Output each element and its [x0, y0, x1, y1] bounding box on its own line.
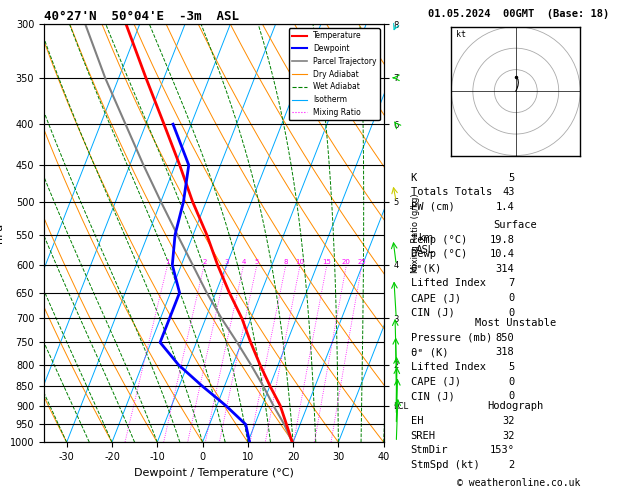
Text: Totals Totals: Totals Totals: [411, 187, 492, 197]
Text: 5: 5: [508, 173, 515, 183]
Text: 2: 2: [508, 460, 515, 470]
Text: 0: 0: [508, 391, 515, 401]
Text: CIN (J): CIN (J): [411, 391, 455, 401]
Legend: Temperature, Dewpoint, Parcel Trajectory, Dry Adiabat, Wet Adiabat, Isotherm, Mi: Temperature, Dewpoint, Parcel Trajectory…: [289, 28, 380, 120]
Text: 0: 0: [508, 308, 515, 318]
Text: 2: 2: [202, 259, 206, 265]
Text: 7: 7: [508, 278, 515, 289]
Text: Hodograph: Hodograph: [487, 401, 543, 412]
Text: Lifted Index: Lifted Index: [411, 362, 486, 372]
Text: CAPE (J): CAPE (J): [411, 293, 460, 303]
Y-axis label: hPa: hPa: [0, 223, 4, 243]
Text: 850: 850: [496, 333, 515, 343]
Text: 32: 32: [502, 416, 515, 426]
Text: Lifted Index: Lifted Index: [411, 278, 486, 289]
Text: 10.4: 10.4: [489, 249, 515, 260]
Text: 20: 20: [342, 259, 351, 265]
Text: 01.05.2024  00GMT  (Base: 18): 01.05.2024 00GMT (Base: 18): [428, 9, 610, 19]
Text: Mixing Ratio (g/kg): Mixing Ratio (g/kg): [411, 193, 420, 273]
Text: 4: 4: [242, 259, 246, 265]
Text: 15: 15: [323, 259, 331, 265]
Text: Pressure (mb): Pressure (mb): [411, 333, 492, 343]
Text: 43: 43: [502, 187, 515, 197]
Text: 25: 25: [357, 259, 366, 265]
Text: StmDir: StmDir: [411, 445, 448, 455]
Text: 1: 1: [165, 259, 170, 265]
Text: 318: 318: [496, 347, 515, 358]
Text: StmSpd (kt): StmSpd (kt): [411, 460, 479, 470]
Text: Temp (°C): Temp (°C): [411, 235, 467, 245]
Text: θᵉ(K): θᵉ(K): [411, 264, 442, 274]
Text: 314: 314: [496, 264, 515, 274]
Text: EH: EH: [411, 416, 423, 426]
X-axis label: Dewpoint / Temperature (°C): Dewpoint / Temperature (°C): [134, 468, 294, 478]
Text: 19.8: 19.8: [489, 235, 515, 245]
Text: 3: 3: [225, 259, 229, 265]
Text: 10: 10: [296, 259, 304, 265]
Text: 5: 5: [255, 259, 259, 265]
Text: CIN (J): CIN (J): [411, 308, 455, 318]
Text: 1.4: 1.4: [496, 202, 515, 212]
Text: 32: 32: [502, 431, 515, 441]
Text: K: K: [411, 173, 417, 183]
Text: SREH: SREH: [411, 431, 436, 441]
Y-axis label: km
ASL: km ASL: [416, 233, 435, 255]
Text: Dewp (°C): Dewp (°C): [411, 249, 467, 260]
Text: 0: 0: [508, 293, 515, 303]
Text: Surface: Surface: [493, 220, 537, 230]
Text: kt: kt: [455, 31, 465, 39]
Text: θᵉ (K): θᵉ (K): [411, 347, 448, 358]
Text: CAPE (J): CAPE (J): [411, 377, 460, 387]
Text: 0: 0: [508, 377, 515, 387]
Text: 5: 5: [508, 362, 515, 372]
Text: 8: 8: [284, 259, 288, 265]
Text: Most Unstable: Most Unstable: [474, 318, 556, 329]
Text: © weatheronline.co.uk: © weatheronline.co.uk: [457, 478, 581, 486]
Text: 40°27'N  50°04'E  -3m  ASL: 40°27'N 50°04'E -3m ASL: [44, 10, 239, 23]
Text: 153°: 153°: [489, 445, 515, 455]
Text: PW (cm): PW (cm): [411, 202, 455, 212]
